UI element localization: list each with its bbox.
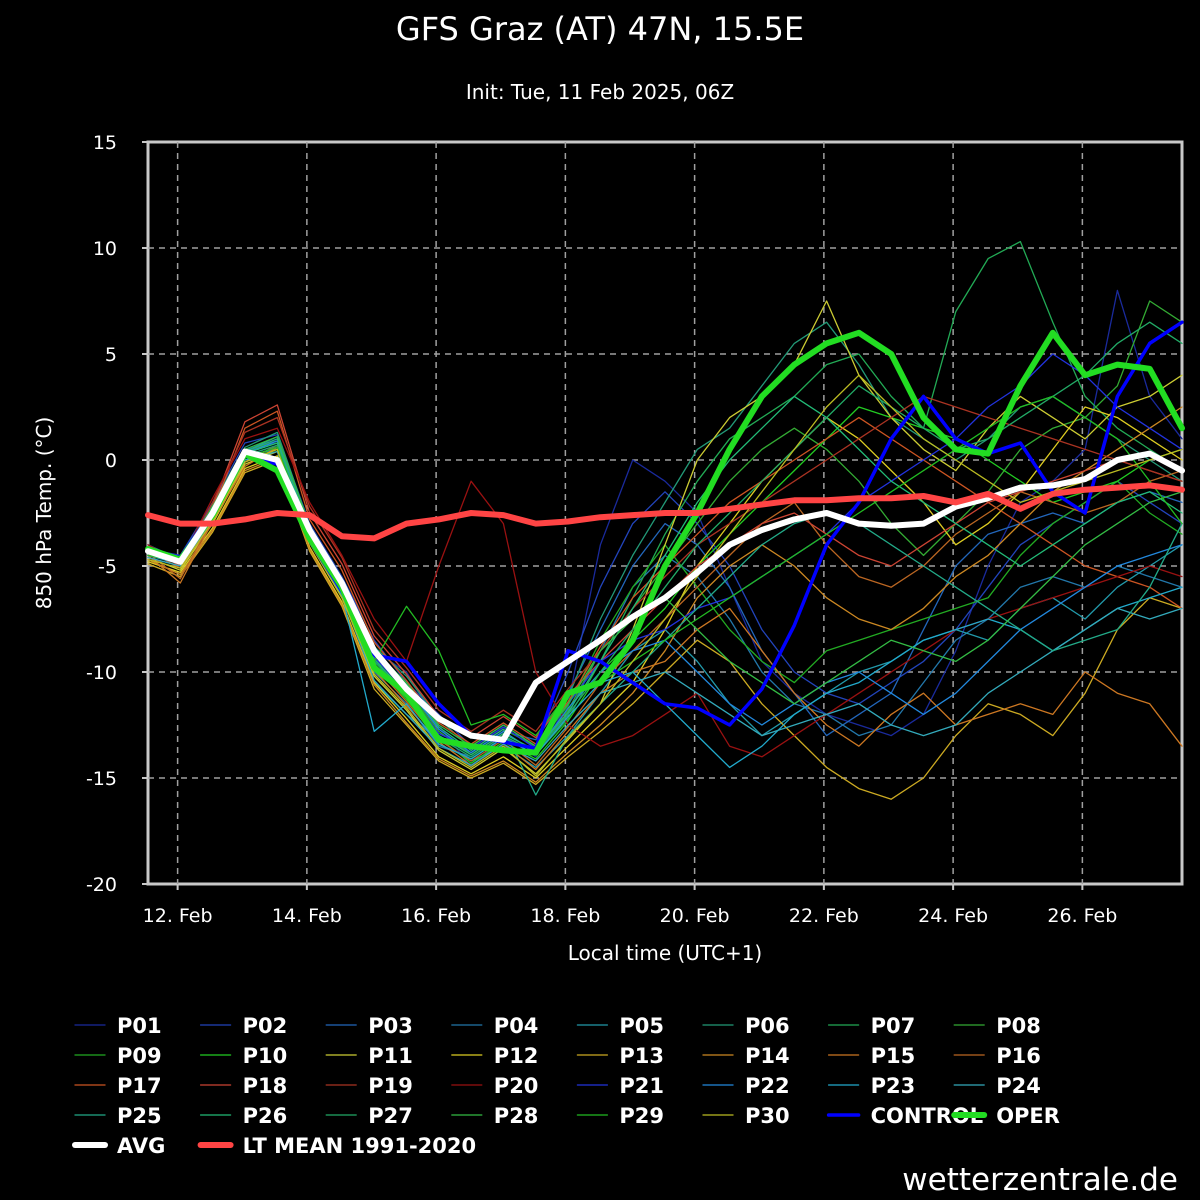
y-tick-label: 0 xyxy=(105,450,117,472)
legend-label-p07: P07 xyxy=(871,1014,916,1038)
legend-label-avg: AVG xyxy=(117,1134,165,1158)
chart-title: GFS Graz (AT) 47N, 15.5E xyxy=(396,10,804,48)
legend-label-p05: P05 xyxy=(619,1014,664,1038)
legend-label-p06: P06 xyxy=(745,1014,790,1038)
series-line-p30 xyxy=(147,374,1183,777)
legend-label-p12: P12 xyxy=(494,1044,539,1068)
legend-label-p08: P08 xyxy=(996,1014,1041,1038)
legend-label-p19: P19 xyxy=(368,1074,413,1098)
x-tick-label: 12. Feb xyxy=(143,905,213,927)
legend-label-p10: P10 xyxy=(243,1044,288,1068)
y-tick-label: -5 xyxy=(98,556,117,578)
x-tick-label: 16. Feb xyxy=(401,905,471,927)
legend-label-p02: P02 xyxy=(243,1014,288,1038)
legend-label-p03: P03 xyxy=(368,1014,413,1038)
legend-label-p23: P23 xyxy=(871,1074,916,1098)
series-line-lt-mean-1991-2020 xyxy=(145,482,1185,542)
y-tick-label: 5 xyxy=(105,344,117,366)
x-axis-label: Local time (UTC+1) xyxy=(568,941,762,965)
series-line-avg xyxy=(145,448,1185,743)
y-tick-label: -15 xyxy=(86,768,117,790)
legend-label-p11: P11 xyxy=(368,1044,413,1068)
x-tick-label: 26. Feb xyxy=(1047,905,1117,927)
legend-label-p27: P27 xyxy=(368,1104,413,1128)
legend-label-p13: P13 xyxy=(619,1044,664,1068)
legend-label-p29: P29 xyxy=(619,1104,664,1128)
legend-label-p26: P26 xyxy=(243,1104,288,1128)
legend-label-p16: P16 xyxy=(996,1044,1041,1068)
y-tick-label: -20 xyxy=(86,874,117,896)
legend-label-p17: P17 xyxy=(117,1074,162,1098)
brand-watermark: wetterzentrale.de xyxy=(902,1162,1178,1198)
y-tick-label: 15 xyxy=(93,132,117,154)
x-tick-label: 14. Feb xyxy=(272,905,342,927)
grid xyxy=(148,142,1182,884)
x-tick-label: 18. Feb xyxy=(530,905,600,927)
series-line-p14 xyxy=(147,406,1183,783)
legend-label-p01: P01 xyxy=(117,1014,162,1038)
y-tick-label: 10 xyxy=(93,238,117,260)
legend-label-p14: P14 xyxy=(745,1044,790,1068)
x-tick-label: 24. Feb xyxy=(918,905,988,927)
legend-label-p30: P30 xyxy=(745,1104,790,1128)
legend-label-p15: P15 xyxy=(871,1044,916,1068)
y-tick-label: -10 xyxy=(86,662,117,684)
legend-label-p21: P21 xyxy=(619,1074,664,1098)
legend-label-p20: P20 xyxy=(494,1074,539,1098)
x-tick-label: 22. Feb xyxy=(789,905,859,927)
legend-label-p22: P22 xyxy=(745,1074,790,1098)
legend: P01 P02 P03 P04 P05 P06 P07 P08 P09 P10 P11 P12 P13 P… xyxy=(72,1014,1060,1158)
legend-label-p09: P09 xyxy=(117,1044,162,1068)
chart-subtitle: Init: Tue, 11 Feb 2025, 06Z xyxy=(466,80,734,104)
series-line-oper xyxy=(145,329,1185,756)
y-axis-label: 850 hPa Temp. (°C) xyxy=(32,417,56,610)
legend-label-p04: P04 xyxy=(494,1014,539,1038)
legend-label-lt-mean-1991-2020: LT MEAN 1991-2020 xyxy=(243,1134,477,1158)
y-axis-ticks: 15 10 5 0 -5 -10 -15 -20 xyxy=(86,132,148,896)
x-axis-ticks: 12. Feb 14. Feb 16. Feb 18. Feb 20. Feb 22. F… xyxy=(143,884,1117,927)
legend-label-oper: OPER xyxy=(996,1104,1060,1128)
series-lines xyxy=(145,240,1185,800)
legend-label-p25: P25 xyxy=(117,1104,162,1128)
legend-label-p18: P18 xyxy=(243,1074,288,1098)
x-tick-label: 20. Feb xyxy=(660,905,730,927)
legend-label-p28: P28 xyxy=(494,1104,539,1128)
legend-label-p24: P24 xyxy=(996,1074,1041,1098)
